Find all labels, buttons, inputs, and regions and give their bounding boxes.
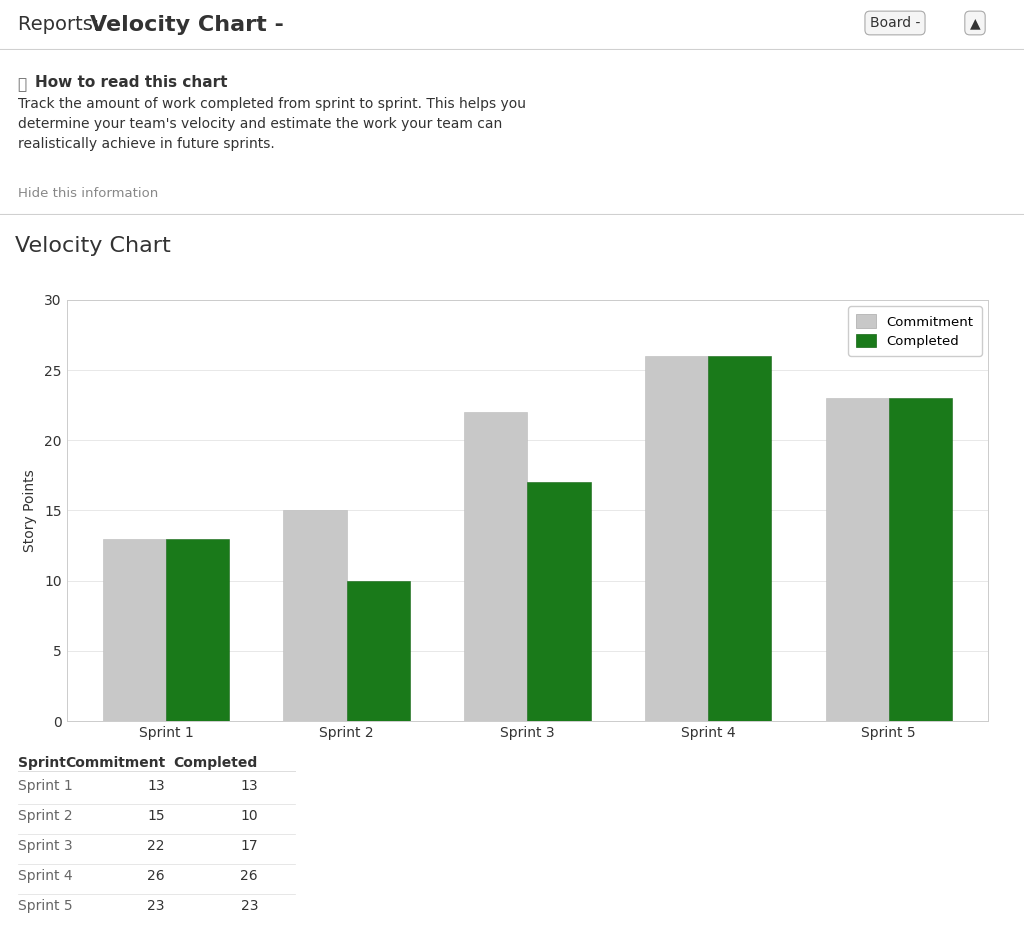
Text: Commitment: Commitment bbox=[65, 756, 165, 770]
Text: Sprint: Sprint bbox=[18, 756, 66, 770]
Text: 23: 23 bbox=[241, 899, 258, 913]
Bar bbox=[284, 510, 347, 721]
Text: How to read this chart: How to read this chart bbox=[35, 75, 227, 90]
Text: Sprint 1: Sprint 1 bbox=[18, 779, 73, 793]
Text: 22: 22 bbox=[147, 839, 165, 853]
Text: Velocity Chart -: Velocity Chart - bbox=[90, 15, 284, 35]
Text: ⓘ: ⓘ bbox=[17, 77, 27, 92]
Bar bbox=[347, 581, 410, 721]
Text: Velocity Chart: Velocity Chart bbox=[15, 236, 171, 256]
Text: Board -: Board - bbox=[869, 16, 921, 30]
Bar bbox=[166, 538, 229, 721]
Text: 15: 15 bbox=[147, 809, 165, 823]
Text: Reports:: Reports: bbox=[18, 15, 112, 35]
Text: Hide this information: Hide this information bbox=[18, 187, 159, 200]
Text: ▲: ▲ bbox=[970, 16, 980, 30]
Bar bbox=[825, 398, 889, 721]
Text: 10: 10 bbox=[241, 809, 258, 823]
Bar bbox=[464, 412, 527, 721]
Bar bbox=[102, 538, 166, 721]
Bar bbox=[889, 398, 952, 721]
Bar bbox=[645, 356, 708, 721]
Text: 26: 26 bbox=[147, 869, 165, 883]
Text: Sprint 2: Sprint 2 bbox=[18, 809, 73, 823]
Bar bbox=[527, 483, 591, 721]
Text: 13: 13 bbox=[241, 779, 258, 793]
Text: 13: 13 bbox=[147, 779, 165, 793]
Text: 26: 26 bbox=[241, 869, 258, 883]
Text: Sprint 5: Sprint 5 bbox=[18, 899, 73, 913]
Text: Sprint 3: Sprint 3 bbox=[18, 839, 73, 853]
Text: Track the amount of work completed from sprint to sprint. This helps you
determi: Track the amount of work completed from … bbox=[18, 97, 526, 152]
Text: 17: 17 bbox=[241, 839, 258, 853]
Legend: Commitment, Completed: Commitment, Completed bbox=[848, 307, 982, 356]
Text: Completed: Completed bbox=[174, 756, 258, 770]
Bar bbox=[708, 356, 771, 721]
Text: Sprint 4: Sprint 4 bbox=[18, 869, 73, 883]
Y-axis label: Story Points: Story Points bbox=[24, 470, 37, 551]
Text: 23: 23 bbox=[147, 899, 165, 913]
